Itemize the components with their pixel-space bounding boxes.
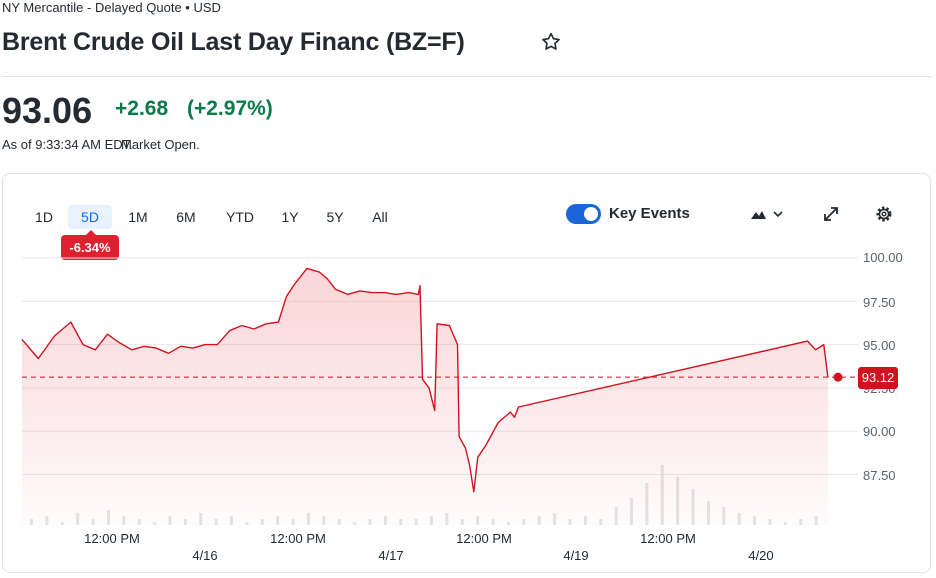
current-price-tag: 93.12 [858, 367, 898, 389]
period-change-badge: -6.34% [61, 230, 119, 260]
range-tab-5y[interactable]: 5Y [326, 209, 344, 225]
range-tab-1d[interactable]: 1D [35, 209, 53, 225]
gear-icon[interactable] [872, 203, 896, 225]
y-tick-label: 95.00 [863, 338, 896, 353]
exchange-info: NY Mercantile - Delayed Quote • USD [2, 0, 221, 15]
price-area [22, 268, 828, 525]
x-tick-label: 12:00 PM [456, 531, 512, 546]
last-price-dot [833, 372, 843, 382]
as-of-time: As of 9:33:34 AM EDT. [2, 137, 133, 152]
y-tick-label: 87.50 [863, 468, 896, 483]
range-tab-5d[interactable]: 5D [68, 205, 112, 229]
range-tab-1y[interactable]: 1Y [281, 209, 299, 225]
range-tab-1m[interactable]: 1M [128, 209, 148, 225]
date-label: 4/20 [748, 548, 774, 563]
market-status: Market Open. [121, 137, 200, 152]
range-tab-6m[interactable]: 6M [176, 209, 196, 225]
page-title: Brent Crude Oil Last Day Financ (BZ=F) [2, 28, 465, 56]
range-tab-all[interactable]: All [372, 209, 388, 225]
price-line [21, 267, 829, 493]
x-tick-label: 12:00 PM [640, 531, 696, 546]
date-label: 4/17 [378, 548, 404, 563]
y-tick-label: 97.50 [863, 295, 896, 310]
y-tick-label: 100.00 [863, 250, 903, 265]
x-tick-label: 12:00 PM [84, 531, 140, 546]
date-label: 4/16 [192, 548, 218, 563]
expand-icon[interactable] [819, 203, 843, 225]
date-label: 4/19 [563, 548, 589, 563]
price-change-percent: (+2.97%) [187, 97, 273, 120]
y-tick-label: 90.00 [863, 424, 896, 439]
price-change: +2.68 [115, 97, 169, 120]
last-price: 93.06 [2, 90, 93, 131]
key-events-label: Key Events [609, 205, 690, 222]
x-tick-label: 12:00 PM [270, 531, 326, 546]
range-tab-ytd[interactable]: YTD [226, 209, 254, 225]
star-outline-icon[interactable] [540, 31, 562, 53]
header-divider [2, 76, 932, 77]
key-events-toggle[interactable] [566, 204, 601, 224]
mountain-chart-icon[interactable] [748, 203, 786, 225]
